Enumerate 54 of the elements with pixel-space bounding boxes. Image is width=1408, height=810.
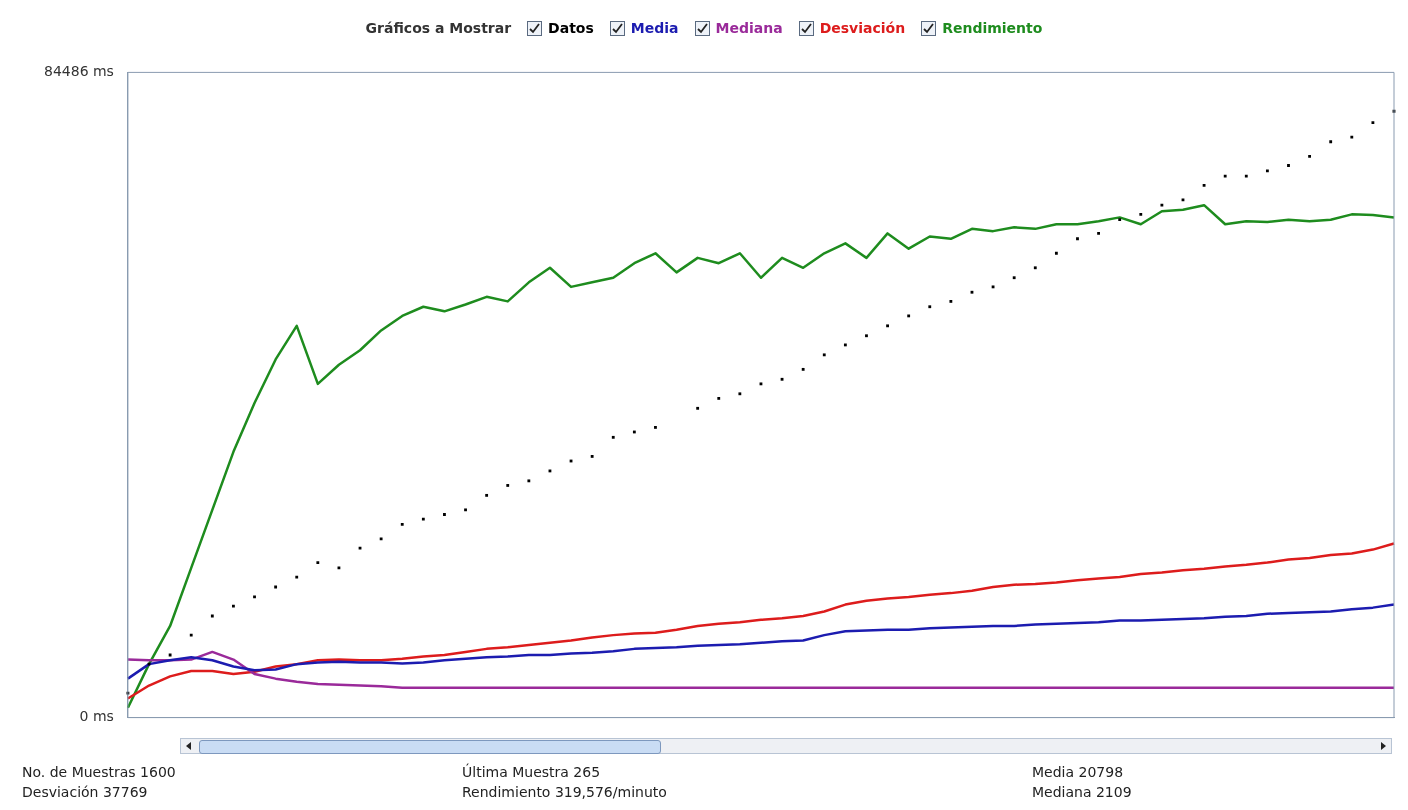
point <box>1054 251 1058 255</box>
point <box>801 367 805 371</box>
point <box>886 324 889 328</box>
point <box>738 392 742 396</box>
legend-title: Gráficos a Mostrar <box>365 20 512 36</box>
point <box>189 633 193 637</box>
point <box>1012 276 1016 280</box>
point <box>1265 169 1269 173</box>
point <box>1350 135 1354 139</box>
text: Desviación 37769 <box>22 784 149 800</box>
point <box>485 493 489 497</box>
point <box>1287 164 1290 167</box>
point <box>611 435 615 439</box>
y-tick-label: 0 ms <box>79 708 114 725</box>
point <box>1097 232 1100 235</box>
point <box>379 537 383 541</box>
text: Desviación <box>819 20 906 36</box>
point <box>907 314 911 318</box>
point <box>527 479 531 483</box>
text: Media <box>630 20 679 36</box>
text: Rendimiento <box>942 20 1043 36</box>
text: Media 20798 <box>1032 764 1125 780</box>
point <box>949 299 953 303</box>
point <box>464 508 467 512</box>
point <box>1033 266 1037 270</box>
point <box>822 353 826 357</box>
text: Última Muestra 265 <box>462 764 602 780</box>
point <box>865 334 868 338</box>
text: Mediana <box>715 20 783 36</box>
point <box>1160 203 1164 207</box>
point <box>1118 218 1122 222</box>
text: No. de Muestras 1600 <box>22 764 177 780</box>
text: Datos <box>548 20 594 36</box>
point <box>506 484 510 487</box>
point <box>1308 154 1312 158</box>
point <box>400 522 404 526</box>
point <box>316 561 320 564</box>
point <box>1244 174 1248 178</box>
point <box>1329 140 1333 144</box>
point <box>1139 212 1143 216</box>
point <box>654 425 657 429</box>
text: Rendimiento 319,576/minuto <box>462 784 668 800</box>
point <box>1223 174 1227 178</box>
point <box>1076 237 1079 241</box>
point <box>717 396 721 400</box>
point <box>232 604 235 608</box>
point <box>590 455 594 458</box>
point <box>696 406 700 410</box>
y-tick-label: 84486 ms <box>44 63 114 80</box>
point <box>443 513 446 516</box>
point <box>1371 121 1375 125</box>
point <box>928 305 932 309</box>
point <box>1202 183 1206 187</box>
text: Mediana 2109 <box>1032 784 1133 800</box>
